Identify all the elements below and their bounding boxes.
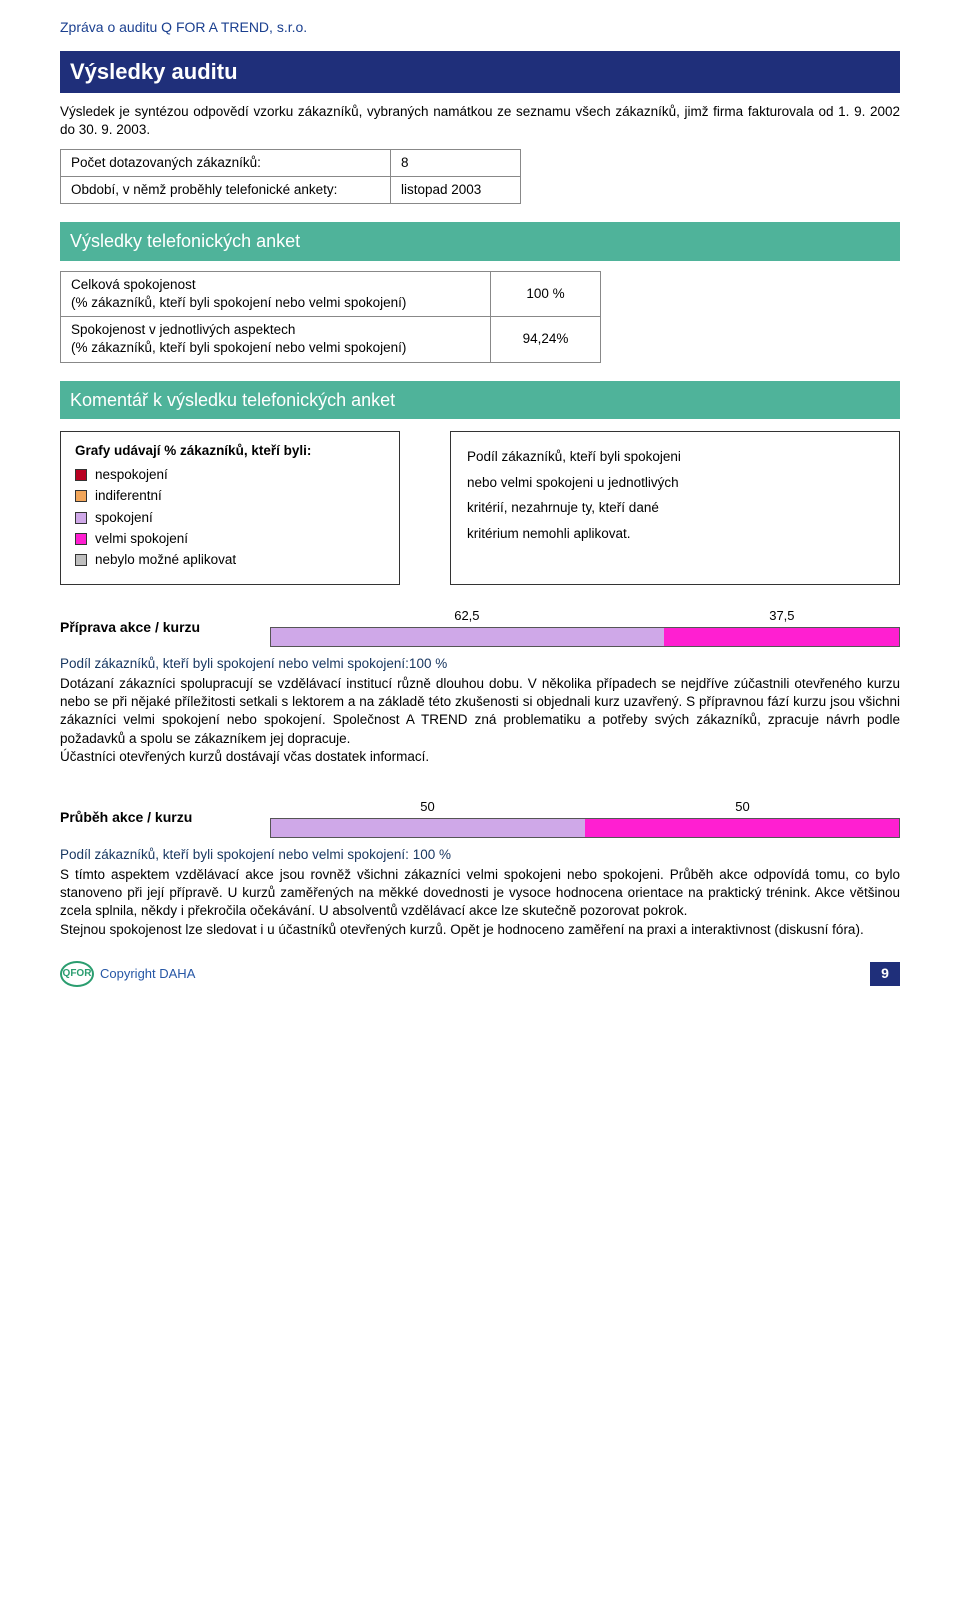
table-row: Spokojenost v jednotlivých aspektech (% …: [61, 317, 601, 362]
bar-segment: [271, 628, 664, 646]
legend-title: Grafy udávají % zákazníků, kteří byli:: [75, 442, 385, 460]
description-line: nebo velmi spokojeni u jednotlivých: [467, 470, 883, 496]
legend-item: nespokojení: [75, 466, 385, 484]
chart-label: Průběh akce / kurzu: [60, 808, 270, 827]
qfor-logo-icon: QFOR: [60, 961, 94, 987]
chart-value-label: 50: [585, 798, 900, 816]
section2-body: S tímto aspektem vzdělávací akce jsou ro…: [60, 866, 900, 939]
footer-logo-wrap: QFOR Copyright DAHA: [60, 961, 195, 987]
legend-swatch-icon: [75, 512, 87, 524]
legend-swatch-icon: [75, 554, 87, 566]
page-footer: QFOR Copyright DAHA 9: [60, 961, 900, 987]
bar-segment: [271, 819, 585, 837]
legend-item-label: nebylo možné aplikovat: [95, 551, 236, 569]
chart-value-labels: 62,537,5: [270, 607, 900, 625]
legend-item-label: spokojení: [95, 509, 153, 527]
chart-value-label: 62,5: [270, 607, 664, 625]
table-cell-value: 100 %: [491, 271, 601, 316]
bar-segment: [664, 628, 900, 646]
stacked-bar: [270, 627, 900, 647]
chart-value-label: 50: [270, 798, 585, 816]
chart-row-preparation: Příprava akce / kurzu62,537,5: [60, 607, 900, 647]
description-line: kritérium nemohli aplikovat.: [467, 521, 883, 547]
table-row: Počet dotazovaných zákazníků: 8: [61, 150, 521, 177]
legend-swatch-icon: [75, 490, 87, 502]
intro-paragraph: Výsledek je syntézou odpovědí vzorku zák…: [60, 103, 900, 139]
table-cell-label: Spokojenost v jednotlivých aspektech (% …: [61, 317, 491, 362]
legend-item: indiferentní: [75, 487, 385, 505]
satisfaction-summary-table: Celková spokojenost (% zákazníků, kteří …: [60, 271, 601, 363]
chart-row-progress: Průběh akce / kurzu5050: [60, 798, 900, 838]
chart-wrap: 62,537,5: [270, 607, 900, 647]
table-cell-label: Celková spokojenost (% zákazníků, kteří …: [61, 271, 491, 316]
document-header: Zpráva o auditu Q FOR A TREND, s.r.o.: [60, 18, 900, 37]
table-cell-label: Období, v němž proběhly telefonické anke…: [61, 177, 391, 204]
section-title-results: Výsledky auditu: [60, 51, 900, 93]
legend-item: velmi spokojení: [75, 530, 385, 548]
table-cell-value: listopad 2003: [391, 177, 521, 204]
legend-item: spokojení: [75, 509, 385, 527]
legend-item-label: nespokojení: [95, 466, 168, 484]
table-row: Celková spokojenost (% zákazníků, kteří …: [61, 271, 601, 316]
legend-item-label: velmi spokojení: [95, 530, 188, 548]
table-cell-label: Počet dotazovaných zákazníků:: [61, 150, 391, 177]
section-title-phone-results: Výsledky telefonických anket: [60, 222, 900, 260]
description-line: Podíl zákazníků, kteří byli spokojeni: [467, 444, 883, 470]
table-cell-value: 94,24%: [491, 317, 601, 362]
copyright-text: Copyright DAHA: [100, 965, 195, 983]
legend-box: Grafy udávají % zákazníků, kteří byli: n…: [60, 431, 400, 585]
table-row: Období, v němž proběhly telefonické anke…: [61, 177, 521, 204]
description-line: kritérií, nezahrnuje ty, kteří dané: [467, 495, 883, 521]
chart-label: Příprava akce / kurzu: [60, 618, 270, 637]
chart-wrap: 5050: [270, 798, 900, 838]
bar-segment: [585, 819, 899, 837]
description-box: Podíl zákazníků, kteří byli spokojenineb…: [450, 431, 900, 585]
legend-swatch-icon: [75, 469, 87, 481]
legend-item-label: indiferentní: [95, 487, 162, 505]
survey-meta-table: Počet dotazovaných zákazníků: 8 Období, …: [60, 149, 521, 204]
chart-value-labels: 5050: [270, 798, 900, 816]
chart-value-label: 37,5: [664, 607, 900, 625]
legend-swatch-icon: [75, 533, 87, 545]
section2-subhead: Podíl zákazníků, kteří byli spokojení ne…: [60, 846, 900, 864]
section1-subhead: Podíl zákazníků, kteří byli spokojení ne…: [60, 655, 900, 673]
table-cell-value: 8: [391, 150, 521, 177]
legend-and-description-row: Grafy udávají % zákazníků, kteří byli: n…: [60, 431, 900, 585]
page-number-badge: 9: [870, 962, 900, 986]
stacked-bar: [270, 818, 900, 838]
section1-body: Dotázaní zákazníci spolupracují se vzděl…: [60, 675, 900, 766]
legend-item: nebylo možné aplikovat: [75, 551, 385, 569]
section-title-commentary: Komentář k výsledku telefonických anket: [60, 381, 900, 419]
